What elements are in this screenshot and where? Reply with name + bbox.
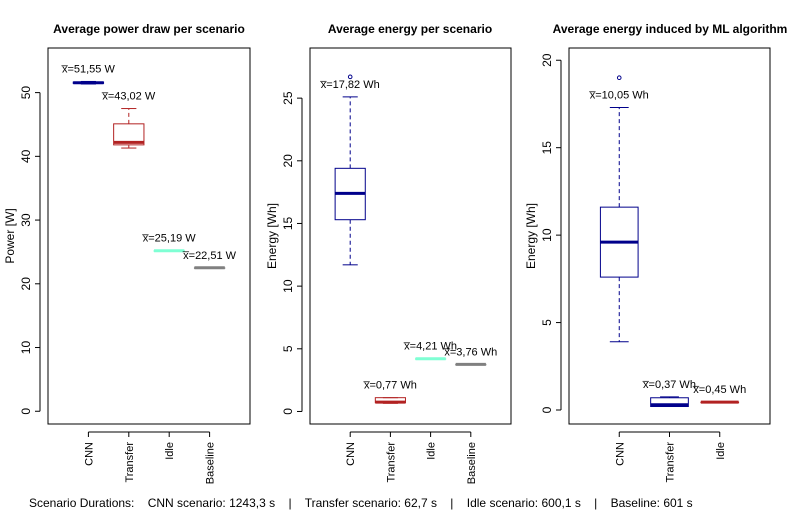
mean-label: x̅=51,55 W bbox=[61, 63, 116, 75]
mean-label: x̅=4,21 Wh bbox=[403, 341, 457, 353]
x-tick-label: Baseline bbox=[205, 442, 217, 484]
chart-title: Average energy induced by ML algorithm bbox=[553, 22, 788, 36]
mean-label: x̅=22,51 W bbox=[182, 250, 237, 262]
box-idle: x̅=4,21 Wh bbox=[403, 341, 457, 361]
y-tick-label: 0 bbox=[540, 406, 554, 413]
chart-panel-1: Average power draw per scenario 0 10 20 30 40… bbox=[3, 22, 251, 484]
mean-label: x̅=0,77 Wh bbox=[363, 380, 417, 392]
y-tick-label: 0 bbox=[281, 408, 295, 415]
y-tick-label: 5 bbox=[281, 345, 295, 352]
y-tick-label: 10 bbox=[19, 341, 33, 355]
box-iqr bbox=[113, 123, 145, 146]
mean-label: x̅=0,37 Wh bbox=[642, 379, 696, 391]
y-axis-label: Power [W] bbox=[3, 208, 17, 263]
y-tick-label: 30 bbox=[19, 213, 33, 227]
x-tick-label: Idle bbox=[164, 442, 176, 460]
y-tick-label: 10 bbox=[281, 279, 295, 293]
y-tick-label: 20 bbox=[540, 53, 554, 67]
y-axis-label: Energy [Wh] bbox=[524, 203, 538, 269]
y-axis-label: Energy [Wh] bbox=[265, 203, 279, 269]
figure: Average power draw per scenario 0 10 20 30 40… bbox=[3, 22, 787, 484]
box-cnn: x̅=17,82 Wh bbox=[319, 74, 380, 266]
mean-label: x̅=17,82 Wh bbox=[319, 79, 379, 91]
box-transfer: x̅=43,02 W bbox=[101, 91, 156, 149]
outlier-point bbox=[347, 74, 353, 80]
box-baseline: x̅=3,76 Wh bbox=[443, 346, 497, 366]
box-baseline: x̅=22,51 W bbox=[182, 250, 237, 270]
y-tick-label: 25 bbox=[281, 91, 295, 105]
y-tick-label: 0 bbox=[19, 408, 33, 415]
plot-frame bbox=[568, 47, 771, 425]
x-tick-label: Idle bbox=[715, 442, 727, 460]
y-tick-label: 15 bbox=[540, 141, 554, 155]
y-tick-label: 10 bbox=[540, 228, 554, 242]
x-tick-label: Baseline bbox=[466, 442, 478, 484]
chart-panel-3: Average energy induced by ML algorithm 0 5… bbox=[524, 22, 787, 483]
mean-label: x̅=0,45 Wh bbox=[692, 384, 746, 396]
box-cnn: x̅=10,05 Wh bbox=[588, 75, 649, 343]
box-idle: x̅=0,45 Wh bbox=[692, 384, 746, 404]
mean-label: x̅=43,02 W bbox=[101, 91, 156, 103]
x-tick-label: Transfer bbox=[124, 442, 136, 483]
box-idle: x̅=25,19 W bbox=[141, 233, 196, 253]
scenario-durations-footer: Scenario Durations: CNN scenario: 1243,3… bbox=[29, 496, 693, 510]
x-tick-label: CNN bbox=[614, 442, 626, 466]
y-tick-label: 20 bbox=[19, 277, 33, 291]
plot-frame bbox=[47, 47, 251, 425]
box-transfer: x̅=0,37 Wh bbox=[642, 379, 696, 408]
y-tick-label: 40 bbox=[19, 149, 33, 163]
mean-label: x̅=10,05 Wh bbox=[588, 89, 648, 101]
x-tick-label: CNN bbox=[83, 442, 95, 466]
mean-label: x̅=3,76 Wh bbox=[443, 346, 497, 358]
x-tick-label: Transfer bbox=[665, 442, 677, 483]
box-transfer: x̅=0,77 Wh bbox=[363, 380, 417, 404]
chart-title: Average energy per scenario bbox=[328, 22, 492, 36]
chart-title: Average power draw per scenario bbox=[53, 22, 245, 36]
box-cnn: x̅=51,55 W bbox=[61, 63, 116, 85]
y-tick-label: 5 bbox=[540, 319, 554, 326]
y-tick-label: 50 bbox=[19, 86, 33, 100]
plot-frame bbox=[309, 47, 512, 425]
x-tick-label: Idle bbox=[426, 442, 438, 460]
y-tick-label: 20 bbox=[281, 154, 295, 168]
chart-panel-2: Average energy per scenario 0 5 10 15 20 25 Ene… bbox=[265, 22, 512, 484]
y-tick-label: 15 bbox=[281, 216, 295, 230]
mean-label: x̅=25,19 W bbox=[141, 233, 196, 245]
box-iqr bbox=[650, 397, 689, 408]
x-tick-label: Transfer bbox=[385, 442, 397, 483]
outlier-point bbox=[616, 75, 622, 81]
x-tick-label: CNN bbox=[345, 442, 357, 466]
